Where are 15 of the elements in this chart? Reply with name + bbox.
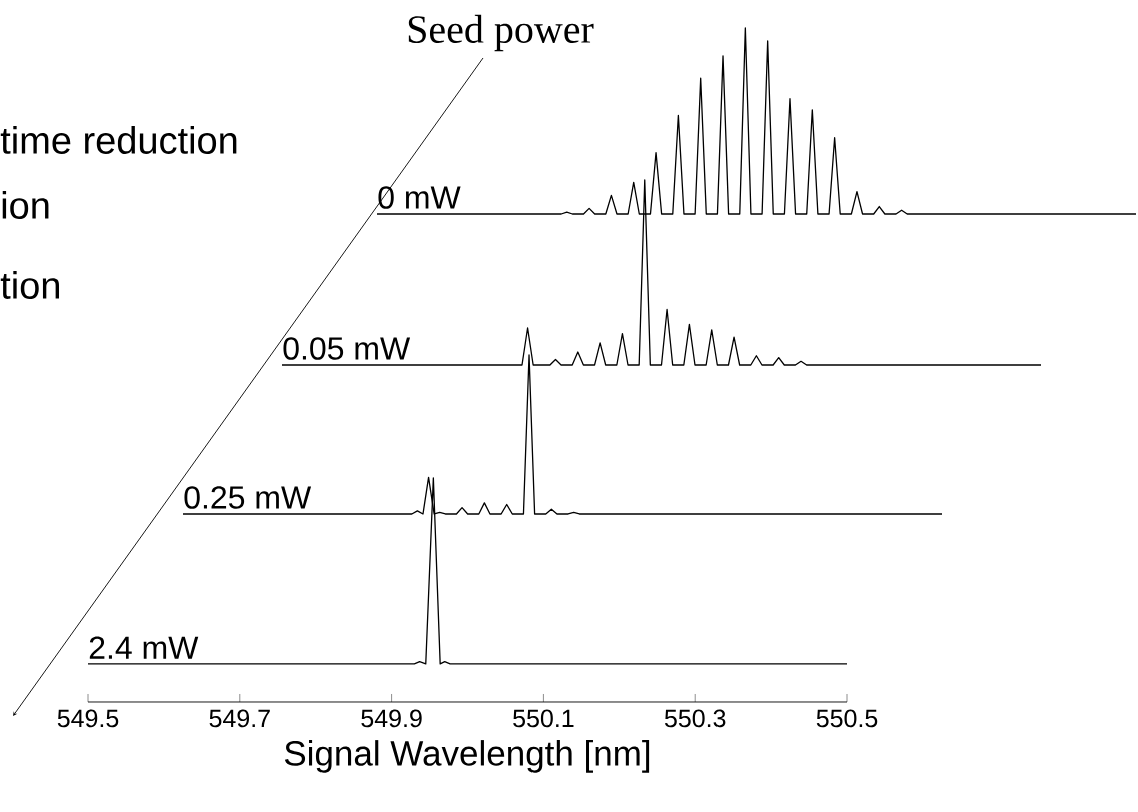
annotation: Seed power bbox=[408, 14, 594, 52]
x-tick-label: 550.1 bbox=[513, 709, 574, 728]
x-tick-label: 550.3 bbox=[664, 709, 726, 728]
text: tion bbox=[0, 271, 59, 299]
x-tick-label: 549.9 bbox=[361, 709, 422, 728]
series-label: 0.25 mW bbox=[184, 486, 312, 509]
x-tick-label: 550.5 bbox=[816, 709, 878, 728]
text: ion bbox=[2, 191, 49, 219]
series-label: 2.4 mW bbox=[89, 636, 199, 659]
x-tick-label: 549.7 bbox=[209, 709, 270, 728]
series-label: 0.05 mW bbox=[283, 337, 411, 360]
text: time reduction bbox=[0, 126, 237, 154]
series-label: 0 mW bbox=[378, 186, 461, 209]
x-tick-label: 549.5 bbox=[57, 709, 119, 728]
x-axis-title: Signal Wavelength [nm] bbox=[284, 740, 650, 773]
